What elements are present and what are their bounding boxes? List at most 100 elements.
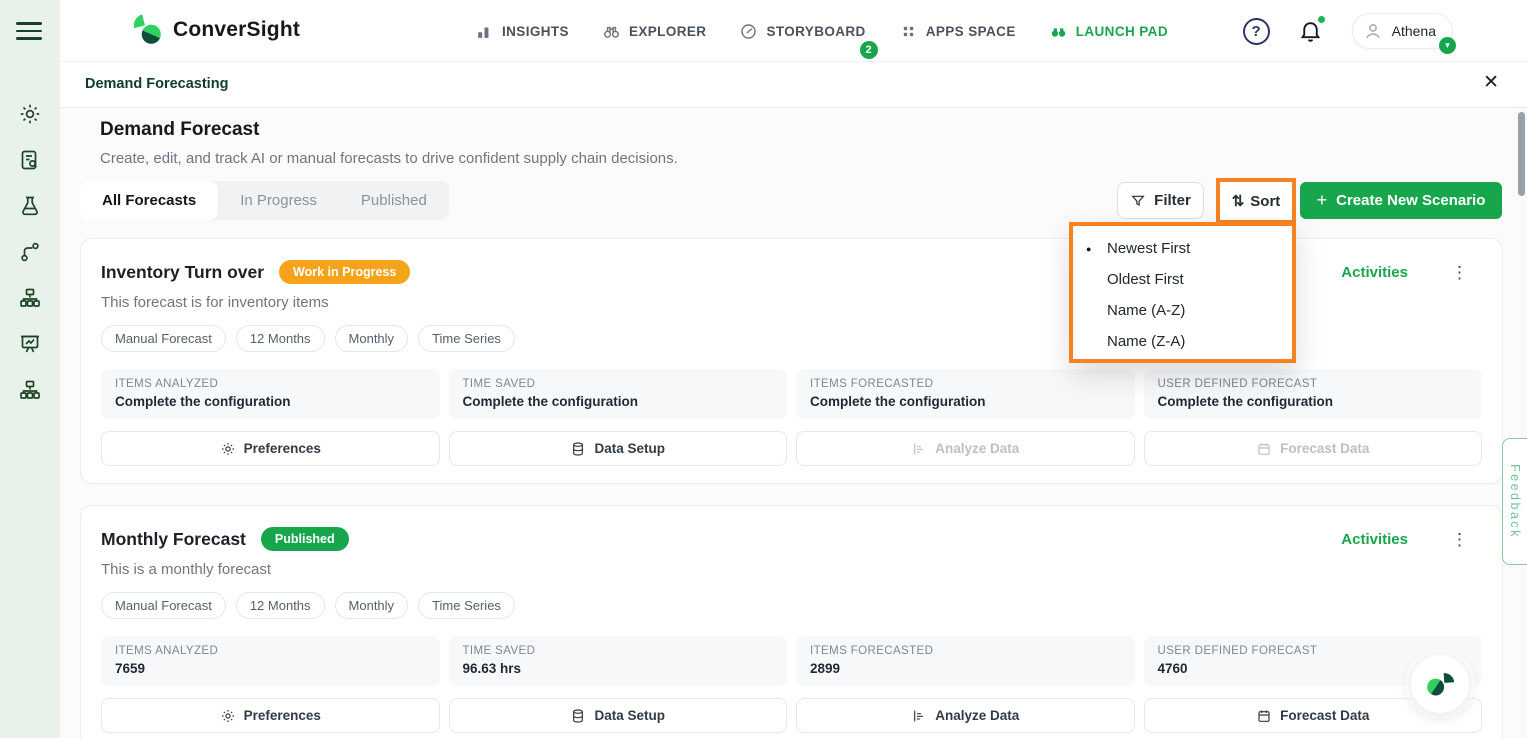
activities-link[interactable]: Activities bbox=[1341, 530, 1408, 548]
stat-items-analyzed: ITEMS ANALYZED 7659 bbox=[101, 636, 440, 686]
tag-pill: Monthly bbox=[334, 592, 409, 619]
filter-button[interactable]: Filter bbox=[1117, 182, 1204, 219]
feedback-tab[interactable]: Feedback bbox=[1502, 438, 1527, 565]
tag-pill: Manual Forecast bbox=[101, 592, 226, 619]
activities-link[interactable]: Activities bbox=[1341, 263, 1408, 281]
presentation-chart-icon[interactable] bbox=[18, 332, 42, 356]
apps-grid-icon bbox=[903, 26, 913, 36]
stat-time-saved: TIME SAVED 96.63 hrs bbox=[448, 636, 787, 686]
close-icon[interactable]: ✕ bbox=[1483, 72, 1499, 93]
gear-icon bbox=[221, 442, 234, 455]
git-branch-icon[interactable] bbox=[18, 240, 42, 264]
breadcrumb: Demand Forecasting bbox=[85, 76, 229, 92]
analyze-chart-icon bbox=[914, 710, 924, 721]
data-setup-button[interactable]: Data Setup bbox=[448, 431, 787, 466]
user-menu[interactable]: Athena ▾ bbox=[1351, 13, 1456, 54]
forecast-description: This forecast is for inventory items bbox=[101, 294, 329, 311]
left-sidebar bbox=[0, 0, 60, 738]
forecast-title: Monthly Forecast bbox=[101, 528, 246, 549]
sort-button[interactable]: ⇅ Sort bbox=[1220, 182, 1292, 220]
nav-apps-space[interactable]: APPS SPACE bbox=[899, 22, 1016, 41]
notifications-bell-icon[interactable] bbox=[1298, 15, 1326, 44]
forecast-card: Monthly Forecast Published Activities ⋮ … bbox=[80, 505, 1503, 738]
funnel-icon bbox=[1131, 195, 1145, 206]
database-icon bbox=[573, 708, 584, 723]
user-name: Athena bbox=[1391, 23, 1436, 39]
page-subtitle: Create, edit, and track AI or manual for… bbox=[100, 150, 678, 167]
stat-time-saved: TIME SAVED Complete the configuration bbox=[448, 369, 787, 419]
tab-all-forecasts[interactable]: All Forecasts bbox=[80, 181, 219, 220]
main-menu: INSIGHTS EXPLORER STORYBOARD 2 APPS SPAC… bbox=[475, 0, 1168, 62]
page-title: Demand Forecast bbox=[100, 119, 260, 140]
tab-published[interactable]: Published bbox=[360, 192, 427, 209]
flask-icon[interactable] bbox=[18, 194, 42, 218]
forecast-title: Inventory Turn over bbox=[101, 261, 265, 282]
database-icon bbox=[573, 441, 584, 456]
tag-pill: Manual Forecast bbox=[101, 325, 226, 352]
tab-in-progress[interactable]: In Progress bbox=[240, 192, 317, 209]
scrollbar-track[interactable] bbox=[1517, 109, 1526, 738]
stat-items-forecasted: ITEMS FORECASTED 2899 bbox=[796, 636, 1135, 686]
preferences-button[interactable]: Preferences bbox=[101, 431, 440, 466]
bar-chart-icon bbox=[478, 27, 489, 38]
nav-storyboard[interactable]: STORYBOARD 2 bbox=[739, 22, 878, 59]
gauge-icon bbox=[741, 23, 757, 39]
kebab-menu-icon[interactable]: ⋮ bbox=[1451, 262, 1468, 282]
sort-highlight-annotation: ⇅ Sort bbox=[1216, 178, 1296, 224]
kebab-menu-icon[interactable]: ⋮ bbox=[1451, 529, 1468, 549]
stat-items-analyzed: ITEMS ANALYZED Complete the configuration bbox=[101, 369, 440, 419]
conversight-chat-icon bbox=[1427, 673, 1455, 696]
hierarchy-icon[interactable] bbox=[18, 286, 42, 310]
forecast-data-button[interactable]: Forecast Data bbox=[1143, 431, 1482, 466]
calendar-icon bbox=[1258, 442, 1270, 455]
analyze-data-button[interactable]: Analyze Data bbox=[796, 698, 1135, 733]
sort-dropdown-menu: ● Newest First Oldest First Name (A-Z) N… bbox=[1073, 226, 1292, 359]
forecast-description: This is a monthly forecast bbox=[101, 561, 272, 578]
chat-assistant-bubble[interactable] bbox=[1411, 655, 1469, 713]
status-badge: Published bbox=[260, 527, 349, 551]
create-new-scenario-button[interactable]: + Create New Scenario bbox=[1300, 182, 1502, 219]
org-chart-icon[interactable] bbox=[18, 378, 42, 402]
sort-menu-highlight-annotation: ● Newest First Oldest First Name (A-Z) N… bbox=[1069, 222, 1296, 363]
tag-pill: Monthly bbox=[334, 325, 409, 352]
help-icon[interactable]: ? bbox=[1242, 17, 1270, 45]
chevron-down-icon: ▾ bbox=[1439, 37, 1456, 54]
tag-pill: Time Series bbox=[418, 325, 515, 352]
nav-launch-pad[interactable]: LAUNCH PAD bbox=[1049, 22, 1168, 41]
binoculars-icon bbox=[603, 26, 619, 38]
page-content: Demand Forecast Create, edit, and track … bbox=[60, 108, 1510, 738]
launch-pad-icon bbox=[1051, 27, 1065, 37]
nav-insights[interactable]: INSIGHTS bbox=[475, 22, 569, 41]
stat-user-defined-forecast: USER DEFINED FORECAST Complete the config… bbox=[1143, 369, 1482, 419]
avatar bbox=[1365, 23, 1380, 39]
tag-pill: Time Series bbox=[418, 592, 515, 619]
brand-name: ConverSight bbox=[173, 18, 301, 41]
tag-pill: 12 Months bbox=[235, 592, 325, 619]
notification-dot bbox=[1316, 15, 1326, 24]
calendar-icon bbox=[1258, 709, 1270, 722]
status-badge: Work in Progress bbox=[279, 260, 411, 284]
analyze-chart-icon bbox=[914, 443, 924, 454]
sort-arrows-icon: ⇅ bbox=[1231, 193, 1245, 210]
document-search-icon[interactable] bbox=[18, 148, 42, 172]
data-setup-button[interactable]: Data Setup bbox=[448, 698, 787, 733]
conversight-logo[interactable]: ConverSight bbox=[130, 13, 300, 47]
sort-option-name-za[interactable]: Name (Z-A) bbox=[1107, 333, 1186, 350]
scrollbar-thumb[interactable] bbox=[1518, 112, 1525, 196]
sort-option-oldest-first[interactable]: Oldest First bbox=[1107, 271, 1184, 288]
panel-header: Demand Forecasting ✕ bbox=[60, 62, 1527, 108]
storyboard-badge: 2 bbox=[859, 40, 878, 59]
nav-explorer[interactable]: EXPLORER bbox=[602, 22, 706, 41]
forecast-tabs: All Forecasts In Progress Published bbox=[80, 181, 449, 220]
preferences-button[interactable]: Preferences bbox=[101, 698, 440, 733]
plus-icon: + bbox=[1316, 189, 1328, 210]
hamburger-menu-icon[interactable] bbox=[16, 17, 44, 45]
sort-option-newest-first[interactable]: ● Newest First bbox=[1086, 240, 1191, 257]
settings-gear-icon[interactable] bbox=[18, 102, 42, 126]
sort-option-name-az[interactable]: Name (A-Z) bbox=[1107, 302, 1186, 319]
analyze-data-button[interactable]: Analyze Data bbox=[796, 431, 1135, 466]
top-navbar: ConverSight INSIGHTS EXPLORER STORYBOARD… bbox=[60, 0, 1527, 62]
conversight-logo-mark bbox=[133, 14, 161, 44]
gear-icon bbox=[221, 709, 234, 722]
